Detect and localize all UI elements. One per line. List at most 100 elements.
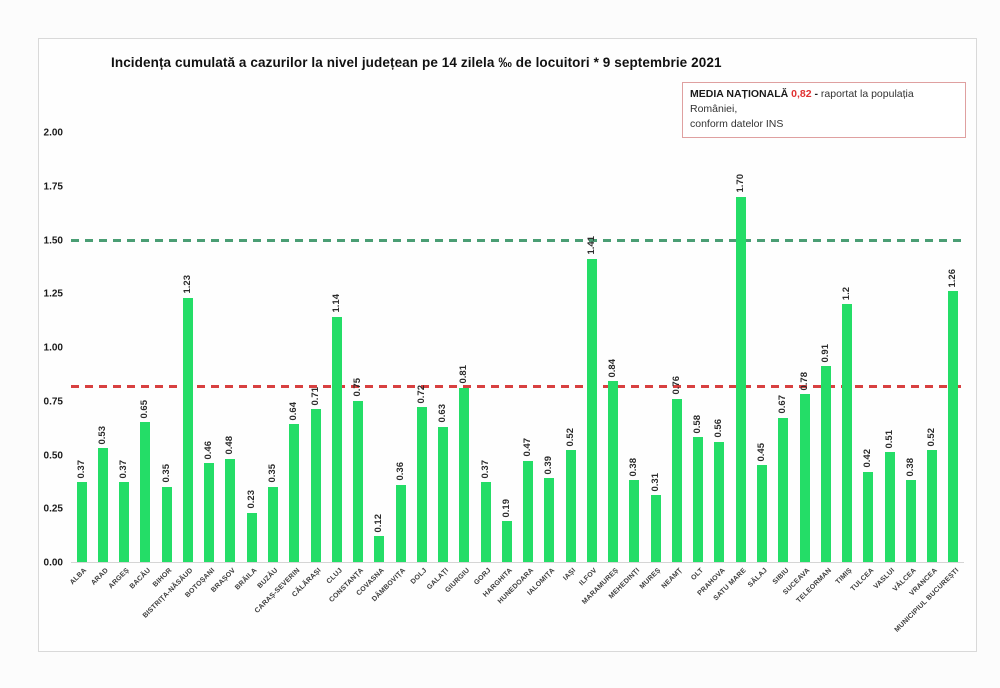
bar-group: 0.76 [666,133,687,562]
bar-value-label: 0.37 [479,459,491,479]
bar [225,458,236,562]
bar-value-label: 0.64 [288,401,300,421]
bar [863,471,874,562]
bar-group: 0.37 [475,133,496,562]
bar-value-label: 0.37 [75,459,87,479]
bar-group: 0.38 [624,133,645,562]
bar-group: 0.64 [284,133,305,562]
bar [884,452,895,562]
bar-group: 0.52 [921,133,942,562]
bar-group: 0.91 [815,133,836,562]
bar-group: 0.23 [241,133,262,562]
bar-value-label: 0.19 [500,498,512,518]
bar-group: 0.81 [454,133,475,562]
bar-value-label: 0.38 [628,457,640,477]
bar [927,450,938,562]
bar [480,482,491,562]
bar [523,460,534,562]
bar-value-label: 0.58 [692,414,704,434]
bar-value-label: 0.23 [245,490,257,509]
y-tick-label: 2.00 [43,127,63,139]
bar [693,437,704,562]
bar [459,387,470,562]
bar [331,316,342,562]
bar [310,409,321,562]
x-tick-label: MUREȘ [639,567,663,591]
bar-value-label: 0.52 [926,427,938,447]
bar-group: 0.51 [879,133,900,562]
bar-group: 1.70 [730,133,751,562]
bar [353,400,364,562]
bar [267,486,278,562]
note-text-line1: raportat la populația României, [690,88,914,116]
bar-group: 1.2 [836,133,857,562]
y-tick-label: 0.25 [43,503,63,515]
bar-value-label: 0.84 [607,358,619,378]
bar [629,480,640,562]
bar-value-label: 0.53 [96,425,108,445]
x-tick-label: SĂLAJ [747,567,769,589]
national-average-note-box: MEDIA NAȚIONALĂ 0,82 - raportat la popul… [682,82,966,138]
x-tick-label: GORJ [472,567,493,587]
threshold-line [71,239,964,242]
x-tick-label: ILFOV [578,567,599,588]
bar-group: 0.37 [71,133,92,562]
bar [799,394,810,562]
bar-value-label: 0.63 [437,404,449,423]
bar-group: 0.71 [305,133,326,562]
bar [948,291,959,562]
bar-value-label: 0.52 [564,427,576,447]
x-tick-label: CLUJ [325,567,344,586]
bar-group: 0.36 [390,133,411,562]
y-tick-label: 0.00 [43,557,63,569]
bar-group: 0.37 [114,133,135,562]
note-value: 0,82 [791,88,812,100]
x-tick-label: SIBIU [771,567,791,586]
bar-group: 0.45 [751,133,772,562]
bar-group: 0.53 [92,133,113,562]
bar [608,381,619,562]
bar-value-label: 0.76 [670,376,682,395]
bar [182,297,193,562]
bar-value-label: 0.91 [819,343,831,363]
bar-group: 0.52 [560,133,581,562]
bar-value-label: 1.2 [841,286,853,300]
bar-value-label: 0.78 [798,371,810,391]
y-tick-label: 0.75 [43,396,63,408]
bar-value-label: 1.23 [181,275,193,294]
bar-value-label: 0.48 [224,436,236,455]
bar-value-label: 0.36 [394,462,406,481]
bar-chart-plot-area: 0.00 0.25 0.50 0.75 1.00 1.25 1.50 1.75 2.00 ALBA… [44,128,964,634]
chart-title: Incidența cumulată a cazurilor la nivel … [111,55,722,70]
bar-group: 0.47 [518,133,539,562]
bar [905,480,916,562]
bar-value-label: 0.56 [713,419,725,438]
bar-group: 0.67 [773,133,794,562]
bar-value-label: 0.65 [139,399,151,419]
x-tick-label: NEAMȚ [660,567,684,591]
bar [714,441,725,562]
bar-value-label: 1.70 [734,174,746,193]
bar-group: 0.35 [156,133,177,562]
bar [544,478,555,562]
bar [565,450,576,562]
bar [395,484,406,562]
bar-value-label: 1.14 [330,294,342,313]
bar-value-label: 0.71 [309,386,321,406]
bar [501,521,512,562]
bar-value-label: 0.35 [160,464,172,483]
bar-value-label: 0.35 [266,464,278,483]
bar-group: 0.12 [369,133,390,562]
bar-group: 0.63 [432,133,453,562]
y-tick-label: 0.50 [43,450,63,461]
x-tick-label: ARAD [90,567,110,587]
bar-value-label: 0.47 [522,438,534,457]
bar-value-label: 0.46 [203,440,215,460]
bar-group: 1.26 [943,133,964,562]
x-tick-label: ALBA [69,567,89,587]
note-label: MEDIA NAȚIONALĂ [690,88,789,100]
bar-group: 0.78 [794,133,815,562]
bar-value-label: 0.67 [777,395,789,414]
bar-value-label: 0.37 [118,459,130,479]
national-average-line [71,385,964,389]
